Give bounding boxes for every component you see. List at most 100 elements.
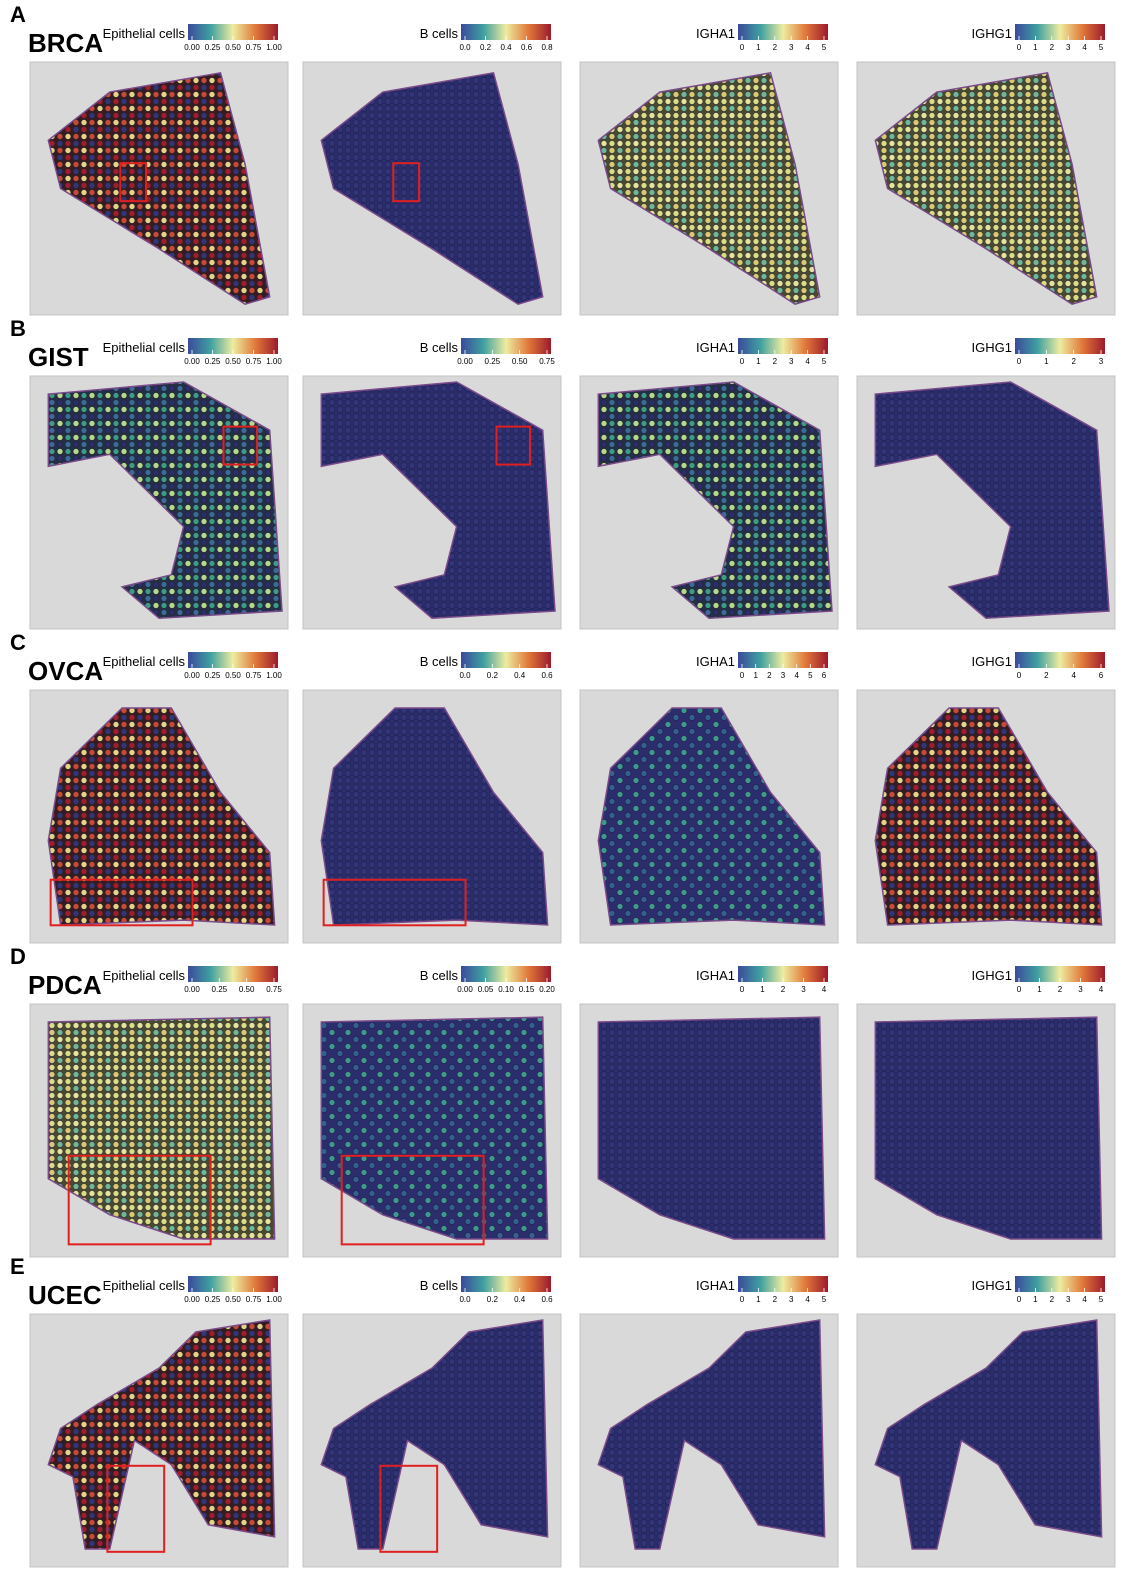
colorbar-tick-label: 0.25 — [205, 671, 221, 680]
colorbar-tick-label: 0.75 — [539, 357, 555, 366]
colorbar-tick-label: 0.75 — [246, 357, 262, 366]
colorbar-tick-label: 0.75 — [246, 43, 262, 52]
colorbar-tick-label: 0.4 — [514, 1295, 526, 1304]
colorbar-tick-label: 0 — [1017, 985, 1022, 994]
colorbar-tick-label: 5 — [822, 357, 827, 366]
colorbar-tick-label: 0 — [1017, 671, 1022, 680]
colorbar-tick-label: 0.0 — [459, 671, 471, 680]
colorbar-tick-label: 0.25 — [205, 43, 221, 52]
colorbar-tick-label: 1.00 — [266, 1295, 282, 1304]
figure: ABRCAEpithelial cells0.000.250.500.751.0… — [0, 0, 1131, 1594]
colorbar-tick-label: 3 — [789, 43, 794, 52]
colorbar-tick-label: 5 — [822, 43, 827, 52]
colorbar-label: B cells — [420, 340, 459, 355]
colorbar — [1015, 652, 1105, 668]
colorbar-tick-label: 1.00 — [266, 357, 282, 366]
colorbar-tick-label: 0.0 — [459, 1295, 471, 1304]
colorbar-tick-label: 0.25 — [205, 1295, 221, 1304]
colorbar-tick-label: 1 — [1044, 357, 1049, 366]
colorbar-label: B cells — [420, 968, 459, 983]
colorbar — [1015, 24, 1105, 40]
colorbar-tick-label: 5 — [822, 1295, 827, 1304]
colorbar-tick-label: 2 — [773, 357, 778, 366]
colorbar-label: B cells — [420, 26, 459, 41]
colorbar-tick-label: 1 — [1037, 985, 1042, 994]
colorbar-tick-label: 0.6 — [541, 671, 553, 680]
colorbar-tick-label: 0.6 — [541, 1295, 553, 1304]
colorbar-tick-label: 5 — [1099, 1295, 1104, 1304]
colorbar-tick-label: 1 — [756, 43, 761, 52]
colorbar-tick-label: 1.00 — [266, 43, 282, 52]
colorbar-tick-label: 0 — [1017, 357, 1022, 366]
colorbar-tick-label: 0.15 — [519, 985, 535, 994]
colorbar-tick-label: 0.4 — [514, 671, 526, 680]
colorbar-tick-label: 1 — [756, 357, 761, 366]
colorbar-tick-label: 0.50 — [512, 357, 528, 366]
colorbar-label: B cells — [420, 654, 459, 669]
colorbar-label: Epithelial cells — [103, 654, 186, 669]
colorbar-tick-label: 0.0 — [459, 43, 471, 52]
colorbar-tick-label: 0.25 — [485, 357, 501, 366]
colorbar-tick-label: 4 — [805, 43, 810, 52]
colorbar-tick-label: 2 — [1050, 1295, 1055, 1304]
colorbar-tick-label: 3 — [1099, 357, 1104, 366]
colorbar-tick-label: 0.00 — [184, 671, 200, 680]
sample-name: PDCA — [28, 970, 102, 1000]
colorbar-tick-label: 0.75 — [246, 1295, 262, 1304]
colorbar — [1015, 1276, 1105, 1292]
sample-name: OVCA — [28, 656, 103, 686]
colorbar-tick-label: 2 — [1058, 985, 1063, 994]
colorbar-tick-label: 0.50 — [225, 671, 241, 680]
colorbar-label: IGHG1 — [972, 1278, 1012, 1293]
colorbar-tick-label: 4 — [794, 671, 799, 680]
colorbar-tick-label: 3 — [1078, 985, 1083, 994]
colorbar — [738, 1276, 828, 1292]
colorbar-tick-label: 0.25 — [205, 357, 221, 366]
colorbar-tick-label: 1.00 — [266, 671, 282, 680]
colorbar-tick-label: 0.20 — [539, 985, 555, 994]
colorbar-tick-label: 1 — [1033, 43, 1038, 52]
sample-name: UCEC — [28, 1280, 102, 1310]
colorbar-tick-label: 0.2 — [487, 1295, 499, 1304]
colorbar-tick-label: 0.05 — [478, 985, 494, 994]
colorbar-tick-label: 0.50 — [239, 985, 255, 994]
colorbar-tick-label: 1 — [756, 1295, 761, 1304]
colorbar-tick-label: 2 — [773, 43, 778, 52]
colorbar-tick-label: 4 — [805, 357, 810, 366]
colorbar-tick-label: 4 — [822, 985, 827, 994]
sample-name: GIST — [28, 342, 89, 372]
colorbar-tick-label: 0.75 — [246, 671, 262, 680]
colorbar-label: Epithelial cells — [103, 968, 186, 983]
colorbar-label: IGHG1 — [972, 968, 1012, 983]
colorbar-tick-label: 0.6 — [521, 43, 533, 52]
colorbar-tick-label: 0.50 — [225, 43, 241, 52]
colorbar-tick-label: 0.75 — [266, 985, 282, 994]
colorbar-tick-label: 0 — [740, 1295, 745, 1304]
colorbar-tick-label: 0.00 — [184, 985, 200, 994]
colorbar-tick-label: 2 — [767, 671, 772, 680]
colorbar-tick-label: 0.00 — [184, 357, 200, 366]
colorbar-tick-label: 1 — [1033, 1295, 1038, 1304]
colorbar-tick-label: 0 — [740, 985, 745, 994]
colorbar-tick-label: 1 — [760, 985, 765, 994]
colorbar-label: IGHA1 — [696, 1278, 735, 1293]
panel-letter: D — [10, 944, 26, 969]
colorbar-tick-label: 2 — [773, 1295, 778, 1304]
colorbar-tick-label: 0.2 — [480, 43, 492, 52]
colorbar-tick-label: 0 — [740, 43, 745, 52]
colorbar-tick-label: 2 — [1050, 43, 1055, 52]
colorbar-tick-label: 0.00 — [457, 357, 473, 366]
colorbar-tick-label: 2 — [781, 985, 786, 994]
colorbar-tick-label: 2 — [1071, 357, 1076, 366]
colorbar — [461, 652, 551, 668]
colorbar-tick-label: 1 — [753, 671, 758, 680]
colorbar-tick-label: 3 — [789, 357, 794, 366]
colorbar-label: IGHG1 — [972, 340, 1012, 355]
colorbar-tick-label: 3 — [1066, 1295, 1071, 1304]
colorbar-label: IGHG1 — [972, 654, 1012, 669]
colorbar-label: Epithelial cells — [103, 26, 186, 41]
sample-name: BRCA — [28, 28, 103, 58]
colorbar-tick-label: 3 — [1066, 43, 1071, 52]
colorbar-tick-label: 6 — [1099, 671, 1104, 680]
colorbar-tick-label: 0.50 — [225, 1295, 241, 1304]
